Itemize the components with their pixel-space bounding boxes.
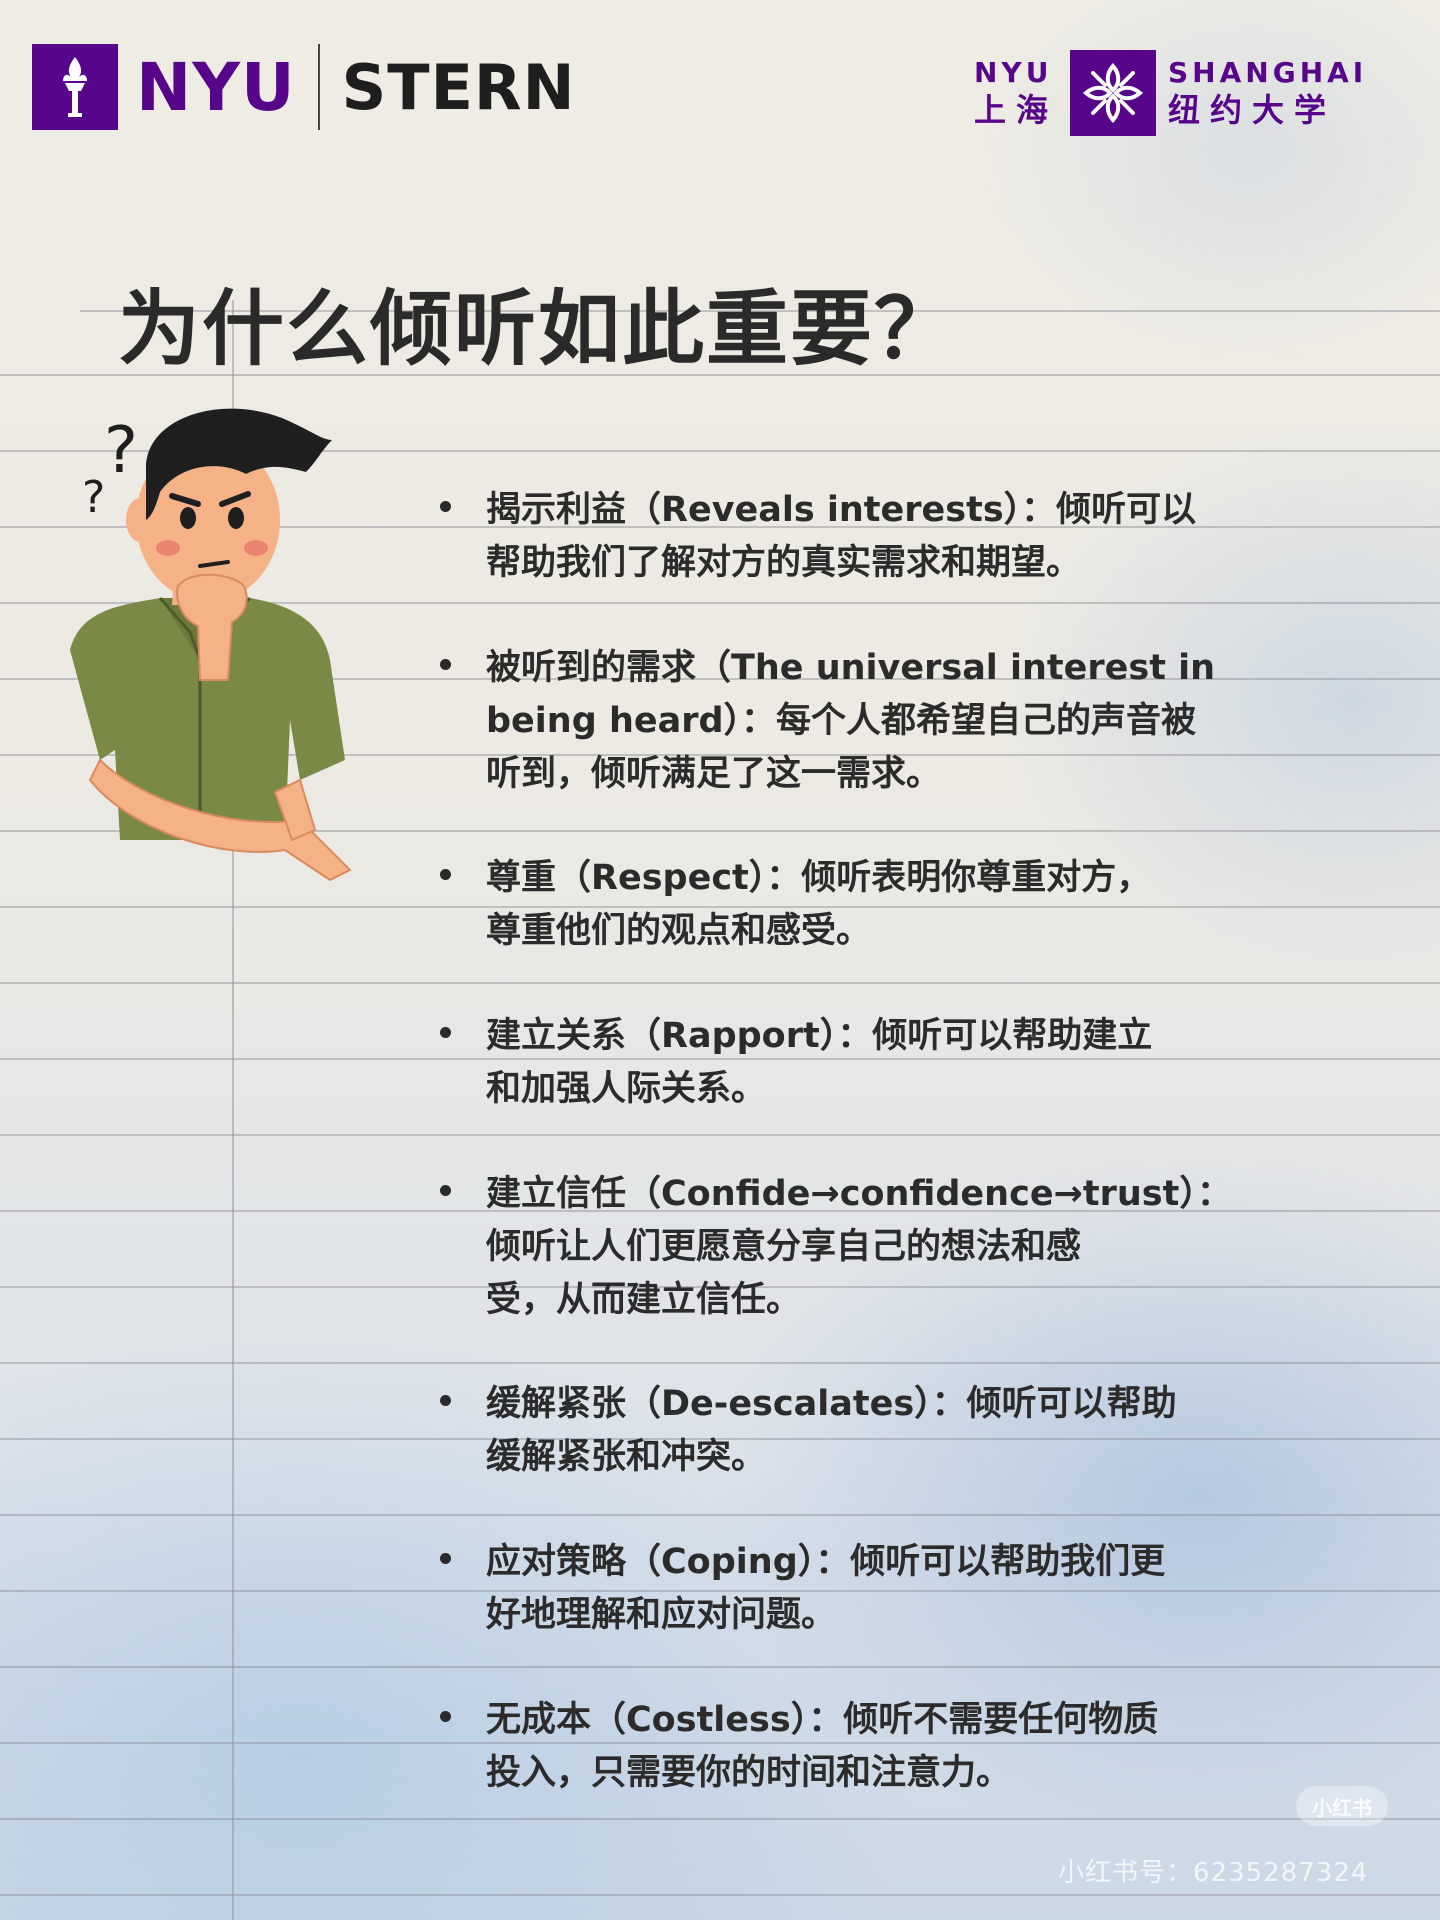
list-item-line: 帮助我们了解对方的真实需求和期望。 bbox=[486, 543, 1082, 583]
ruled-top-line bbox=[80, 310, 1440, 312]
shanghai-cn-right-text: 纽约大学 bbox=[1168, 91, 1337, 129]
list-item-line: 缓解紧张和冲突。 bbox=[486, 1437, 767, 1477]
bullet-icon bbox=[440, 1185, 451, 1196]
list-item-line: 缓解紧张（De-escalates）：倾听可以帮助 bbox=[486, 1384, 1177, 1424]
list-item: 缓解紧张（De-escalates）：倾听可以帮助 缓解紧张和冲突。 bbox=[440, 1378, 1340, 1484]
list-item-line: 揭示利益（Reveals interests）：倾听可以 bbox=[486, 490, 1197, 530]
list-item: 揭示利益（Reveals interests）：倾听可以 帮助我们了解对方的真实… bbox=[440, 484, 1340, 590]
list-item: 尊重（Respect）：倾听表明你尊重对方， 尊重他们的观点和感受。 bbox=[440, 852, 1340, 958]
list-item: 被听到的需求（The universal interest in being h… bbox=[440, 642, 1340, 801]
page-title: 为什么倾听如此重要？ bbox=[118, 282, 959, 377]
bullet-icon bbox=[440, 1553, 451, 1564]
list-item-line: 应对策略（Coping）：倾听可以帮助我们更 bbox=[486, 1542, 1166, 1582]
list-item-line: 倾听让人们更愿意分享自己的想法和感 bbox=[486, 1227, 1082, 1267]
thinking-man-icon: ? ? bbox=[60, 400, 390, 920]
shanghai-cn-left-text: 上海 bbox=[974, 91, 1059, 129]
watermark-badge: 小红书 bbox=[1296, 1786, 1388, 1826]
stern-wordmark: STERN bbox=[341, 50, 576, 124]
list-item-line: 建立关系（Rapport）：倾听可以帮助建立 bbox=[486, 1016, 1153, 1056]
list-item-line: 投入，只需要你的时间和注意力。 bbox=[486, 1753, 1012, 1793]
bullet-icon bbox=[440, 1711, 451, 1722]
list-item-line: 建立信任（Confide→confidence→trust）： bbox=[486, 1174, 1232, 1214]
list-item-line: 被听到的需求（The universal interest in bbox=[486, 648, 1216, 688]
bullet-icon bbox=[440, 869, 451, 880]
torch-icon bbox=[32, 44, 118, 130]
list-item: 无成本（Costless）：倾听不需要任何物质 投入，只需要你的时间和注意力。 bbox=[440, 1694, 1340, 1800]
list-item: 建立关系（Rapport）：倾听可以帮助建立 和加强人际关系。 bbox=[440, 1010, 1340, 1116]
list-item-line: being heard）：每个人都希望自己的声音被 bbox=[486, 701, 1197, 741]
list-item-line: 好地理解和应对问题。 bbox=[486, 1595, 837, 1635]
bullet-icon bbox=[440, 659, 451, 670]
list-item-line: 无成本（Costless）：倾听不需要任何物质 bbox=[486, 1700, 1159, 1740]
logo-divider bbox=[317, 44, 320, 130]
list-item: 应对策略（Coping）：倾听可以帮助我们更 好地理解和应对问题。 bbox=[440, 1536, 1340, 1642]
watermark-id: 小红书号：6235287324 bbox=[1058, 1858, 1369, 1888]
list-item-line: 受，从而建立信任。 bbox=[486, 1280, 802, 1320]
bullet-icon bbox=[440, 1395, 451, 1406]
question-mark-small: ? bbox=[82, 472, 105, 523]
nyu-shanghai-logo: NYU 上海 SHANGHAI 纽约大学 bbox=[974, 50, 1367, 136]
bullet-icon bbox=[440, 501, 451, 512]
bullet-icon bbox=[440, 1027, 451, 1038]
list-item-line: 尊重他们的观点和感受。 bbox=[486, 911, 872, 951]
list-item-line: 尊重（Respect）：倾听表明你尊重对方， bbox=[486, 858, 1152, 898]
shanghai-nyu-text: NYU bbox=[974, 56, 1053, 89]
nyu-stern-logo: NYU STERN bbox=[32, 44, 576, 130]
list-item-line: 和加强人际关系。 bbox=[486, 1069, 767, 1109]
shanghai-en-text: SHANGHAI bbox=[1168, 56, 1368, 89]
list-item-line: 听到，倾听满足了这一需求。 bbox=[486, 754, 942, 794]
nyu-wordmark: NYU bbox=[136, 48, 296, 126]
question-mark-large: ? bbox=[104, 414, 138, 488]
list-item: 建立信任（Confide→confidence→trust）： 倾听让人们更愿意… bbox=[440, 1168, 1340, 1327]
margin-line bbox=[232, 300, 234, 1920]
flower-emblem-icon bbox=[1070, 50, 1157, 136]
